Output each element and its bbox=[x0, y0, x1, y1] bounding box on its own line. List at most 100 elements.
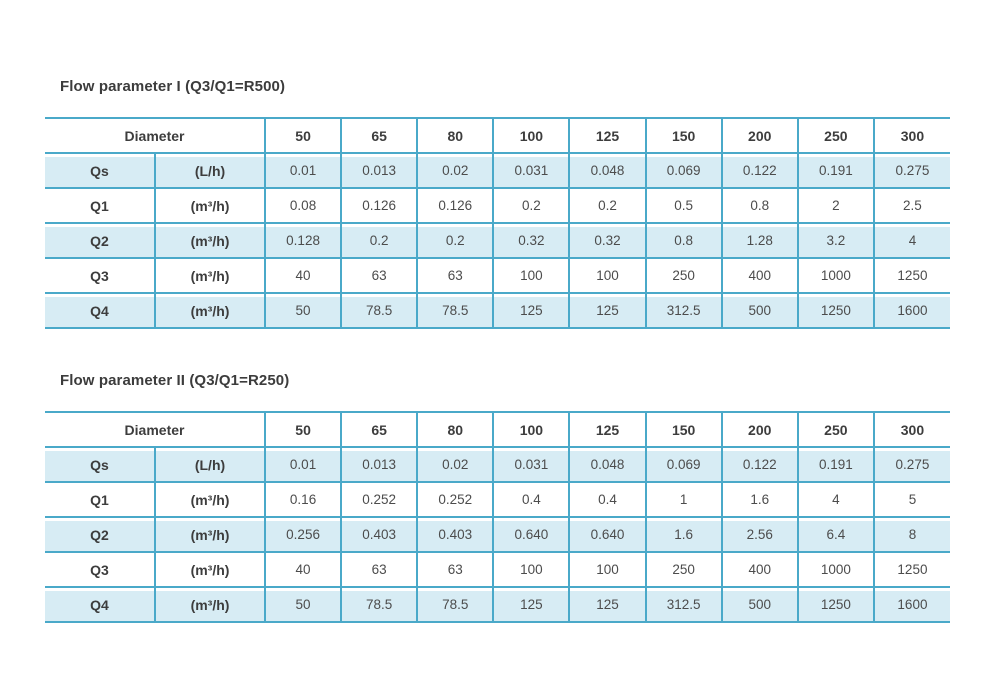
value-cell: 0.403 bbox=[340, 516, 419, 553]
diameter-value-header: 200 bbox=[720, 411, 799, 448]
value-cell: 78.5 bbox=[416, 292, 495, 329]
diameter-value-header: 300 bbox=[872, 411, 950, 448]
value-cell: 500 bbox=[720, 586, 799, 623]
flow-table-row: Qs (L/h) 0.01 0.013 0.02 0.031 0.048 0.069 0.122… bbox=[45, 446, 950, 483]
diameter-value-header: 125 bbox=[568, 117, 647, 154]
value-cell: 0.128 bbox=[264, 222, 343, 259]
value-cell: 125 bbox=[568, 586, 647, 623]
value-cell: 0.403 bbox=[416, 516, 495, 553]
row-label-cell: Q4 bbox=[45, 586, 156, 623]
value-cell: 3.2 bbox=[796, 222, 875, 259]
diameter-value-header: 250 bbox=[796, 411, 875, 448]
row-unit-cell: (m³/h) bbox=[153, 481, 267, 518]
value-cell: 250 bbox=[644, 257, 723, 294]
value-cell: 400 bbox=[720, 257, 799, 294]
value-cell: 312.5 bbox=[644, 586, 723, 623]
value-cell: 2 bbox=[796, 187, 875, 224]
diameter-value-header: 50 bbox=[264, 117, 343, 154]
diameter-value-header: 80 bbox=[416, 117, 495, 154]
value-cell: 100 bbox=[492, 257, 571, 294]
value-cell: 0.640 bbox=[492, 516, 571, 553]
flow-table-row: Q1 (m³/h) 0.16 0.252 0.252 0.4 0.4 1 1.6 4 5 bbox=[45, 481, 950, 518]
value-cell: 0.640 bbox=[568, 516, 647, 553]
value-cell: 0.8 bbox=[720, 187, 799, 224]
flow-table-row: Q3 (m³/h) 40 63 63 100 100 250 400 1000 1250 bbox=[45, 257, 950, 294]
diameter-value-header: 100 bbox=[492, 411, 571, 448]
value-cell: 50 bbox=[264, 586, 343, 623]
row-label-cell: Q1 bbox=[45, 187, 156, 224]
value-cell: 1 bbox=[644, 481, 723, 518]
flow-parameter-2-table: Diameter 50 65 80 100 125 150 200 250 300 Qs (L/h) 0… bbox=[45, 411, 950, 623]
value-cell: 63 bbox=[340, 551, 419, 588]
row-unit-cell: (L/h) bbox=[153, 152, 267, 189]
value-cell: 1600 bbox=[872, 292, 950, 329]
diameter-value-header: 150 bbox=[644, 117, 723, 154]
diameter-value-header: 125 bbox=[568, 411, 647, 448]
value-cell: 4 bbox=[796, 481, 875, 518]
value-cell: 0.02 bbox=[416, 446, 495, 483]
row-label-cell: Q3 bbox=[45, 551, 156, 588]
value-cell: 0.126 bbox=[416, 187, 495, 224]
row-label-cell: Q1 bbox=[45, 481, 156, 518]
value-cell: 1250 bbox=[872, 257, 950, 294]
diameter-value-header: 80 bbox=[416, 411, 495, 448]
value-cell: 40 bbox=[264, 551, 343, 588]
flow-parameter-1-table: Diameter 50 65 80 100 125 150 200 250 300 Qs (L/h) 0… bbox=[45, 117, 950, 329]
value-cell: 6.4 bbox=[796, 516, 875, 553]
diameter-value-header: 200 bbox=[720, 117, 799, 154]
value-cell: 1600 bbox=[872, 586, 950, 623]
value-cell: 1250 bbox=[796, 292, 875, 329]
value-cell: 0.126 bbox=[340, 187, 419, 224]
diameter-header-row: Diameter 50 65 80 100 125 150 200 250 300 bbox=[45, 117, 950, 154]
diameter-value-header: 100 bbox=[492, 117, 571, 154]
value-cell: 78.5 bbox=[340, 292, 419, 329]
value-cell: 400 bbox=[720, 551, 799, 588]
value-cell: 0.2 bbox=[568, 187, 647, 224]
row-label-cell: Q2 bbox=[45, 516, 156, 553]
diameter-label-cell: Diameter bbox=[45, 411, 267, 448]
value-cell: 1000 bbox=[796, 551, 875, 588]
value-cell: 40 bbox=[264, 257, 343, 294]
row-unit-cell: (L/h) bbox=[153, 446, 267, 483]
value-cell: 0.2 bbox=[492, 187, 571, 224]
diameter-value-header: 65 bbox=[340, 411, 419, 448]
value-cell: 1.28 bbox=[720, 222, 799, 259]
value-cell: 0.031 bbox=[492, 152, 571, 189]
diameter-value-header: 250 bbox=[796, 117, 875, 154]
row-label-cell: Q3 bbox=[45, 257, 156, 294]
flow-parameter-1-title: Flow parameter I (Q3/Q1=R500) bbox=[60, 78, 286, 95]
value-cell: 78.5 bbox=[340, 586, 419, 623]
value-cell: 2.56 bbox=[720, 516, 799, 553]
row-label-cell: Q4 bbox=[45, 292, 156, 329]
value-cell: 0.013 bbox=[340, 446, 419, 483]
value-cell: 0.275 bbox=[872, 446, 950, 483]
value-cell: 0.252 bbox=[416, 481, 495, 518]
diameter-label-cell: Diameter bbox=[45, 117, 267, 154]
value-cell: 0.191 bbox=[796, 446, 875, 483]
value-cell: 63 bbox=[416, 551, 495, 588]
row-unit-cell: (m³/h) bbox=[153, 516, 267, 553]
value-cell: 0.4 bbox=[492, 481, 571, 518]
value-cell: 100 bbox=[492, 551, 571, 588]
value-cell: 0.5 bbox=[644, 187, 723, 224]
row-label-cell: Qs bbox=[45, 446, 156, 483]
value-cell: 8 bbox=[872, 516, 950, 553]
flow-table-row: Q1 (m³/h) 0.08 0.126 0.126 0.2 0.2 0.5 0.8 2 2.5 bbox=[45, 187, 950, 224]
value-cell: 250 bbox=[644, 551, 723, 588]
value-cell: 125 bbox=[568, 292, 647, 329]
row-label-cell: Q2 bbox=[45, 222, 156, 259]
diameter-value-header: 300 bbox=[872, 117, 950, 154]
value-cell: 100 bbox=[568, 257, 647, 294]
value-cell: 0.01 bbox=[264, 152, 343, 189]
value-cell: 0.191 bbox=[796, 152, 875, 189]
value-cell: 0.069 bbox=[644, 446, 723, 483]
value-cell: 1250 bbox=[796, 586, 875, 623]
value-cell: 0.2 bbox=[340, 222, 419, 259]
value-cell: 312.5 bbox=[644, 292, 723, 329]
value-cell: 0.275 bbox=[872, 152, 950, 189]
value-cell: 0.256 bbox=[264, 516, 343, 553]
value-cell: 0.02 bbox=[416, 152, 495, 189]
diameter-value-header: 150 bbox=[644, 411, 723, 448]
diameter-value-header: 65 bbox=[340, 117, 419, 154]
